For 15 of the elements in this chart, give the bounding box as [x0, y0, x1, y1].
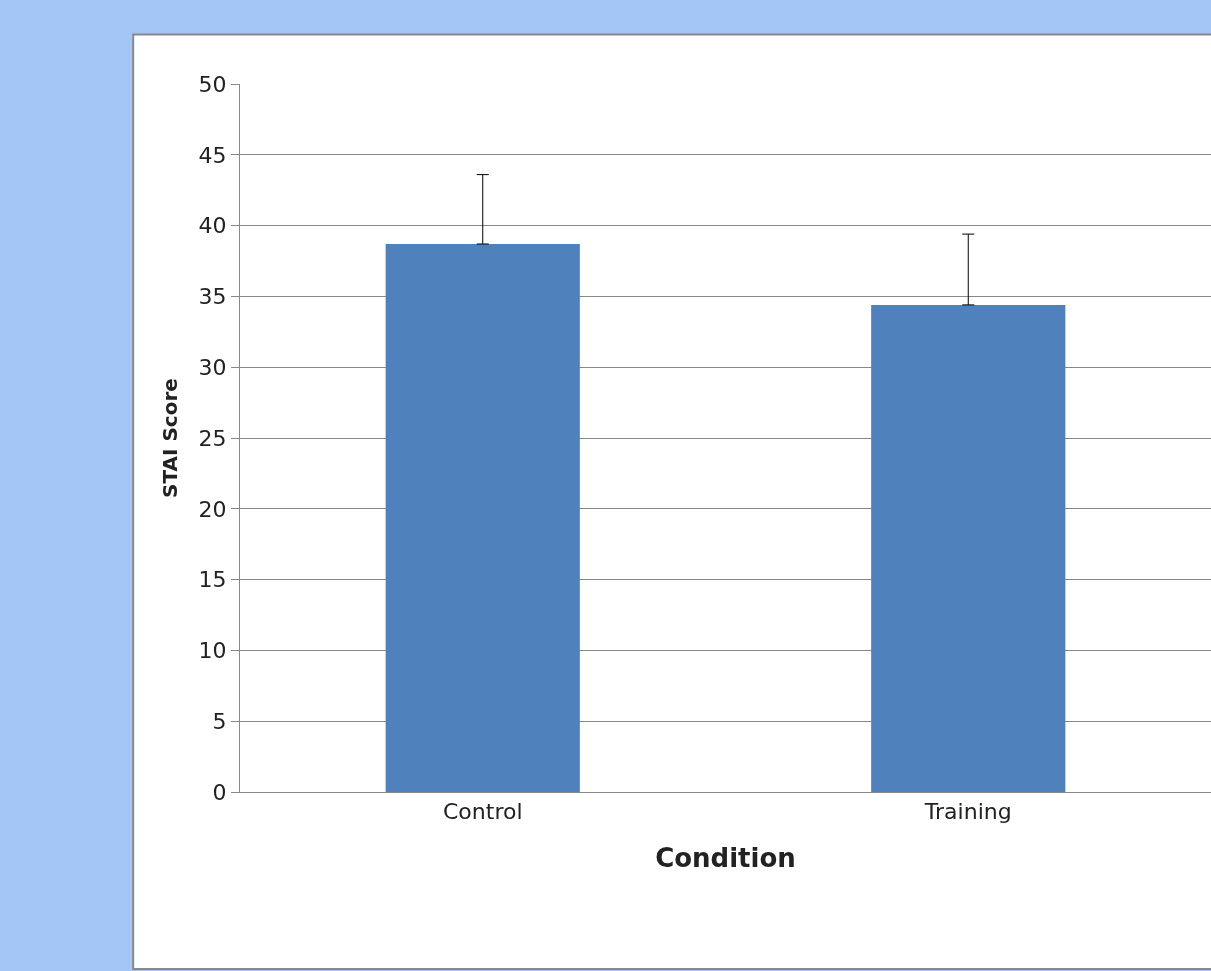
y-tick-label: 25	[198, 425, 227, 451]
y-tick-label: 45	[198, 142, 227, 168]
x-tick-label: Control	[442, 799, 523, 825]
y-tick-label: 40	[198, 213, 227, 239]
y-tick-label: 20	[198, 496, 227, 522]
y-tick-label: 30	[198, 354, 227, 380]
x-axis-title: Condition	[655, 843, 796, 874]
y-tick-label: 35	[198, 284, 227, 310]
y-tick-label: 15	[198, 567, 227, 593]
y-tick-label: 50	[198, 71, 227, 97]
x-tick-label: Training	[923, 799, 1012, 825]
y-tick-label: 0	[212, 779, 227, 805]
y-tick-label: 5	[212, 708, 227, 734]
y-axis-title: STAI Score	[158, 378, 183, 498]
y-tick-label: 10	[198, 638, 227, 664]
